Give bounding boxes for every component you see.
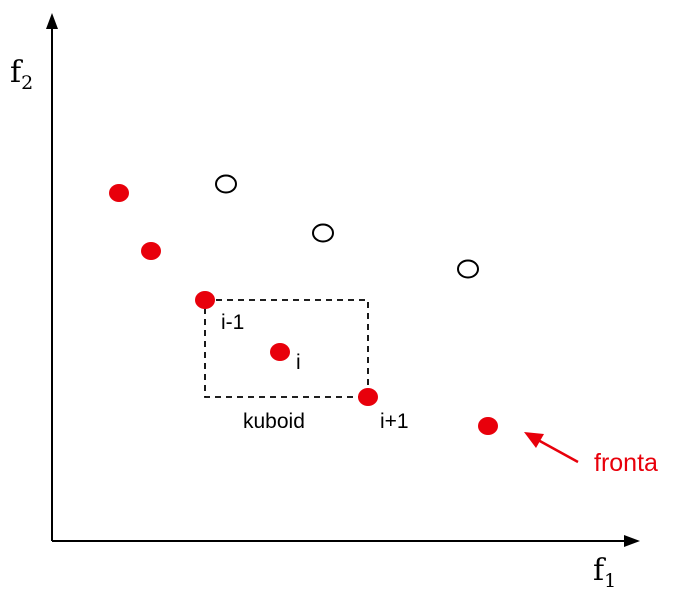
x-axis-label: f1	[593, 553, 616, 590]
front-arrow-shaft	[537, 438, 579, 464]
cuboid-rectangle	[204, 299, 369, 398]
y-axis-label-subscript: 2	[21, 72, 33, 94]
dominated-point	[215, 174, 237, 194]
dominated-point	[457, 259, 479, 279]
front-point-i-plus-1	[358, 388, 378, 406]
front-point	[141, 242, 161, 260]
front-point-i	[270, 343, 290, 361]
front-point	[109, 184, 129, 202]
front-arrow	[524, 432, 579, 464]
front-points	[109, 184, 498, 435]
dominated-points	[215, 174, 479, 279]
x-axis-label-main: f	[593, 553, 606, 588]
front-arrow-head	[524, 432, 544, 448]
front-point	[478, 417, 498, 435]
label-i: i	[296, 351, 301, 374]
label-i-plus-1: i+1	[380, 410, 409, 433]
label-i-minus-1: i-1	[221, 311, 244, 334]
front-point-i-minus-1	[195, 291, 215, 309]
axes	[46, 13, 640, 547]
dominated-point	[312, 223, 334, 243]
x-axis-label-subscript: 1	[604, 570, 616, 590]
label-front: fronta	[594, 449, 658, 477]
y-axis-label-main: f	[10, 55, 23, 90]
y-axis-arrowhead	[46, 13, 58, 29]
x-axis-arrowhead	[624, 535, 640, 547]
label-cuboid: kuboid	[243, 410, 305, 433]
y-axis-label: f2	[10, 55, 33, 94]
